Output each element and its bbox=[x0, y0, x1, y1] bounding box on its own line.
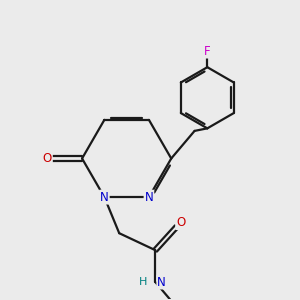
Text: O: O bbox=[43, 152, 52, 165]
Text: O: O bbox=[176, 216, 185, 229]
Text: N: N bbox=[100, 190, 109, 204]
Text: N: N bbox=[145, 190, 153, 204]
Text: H: H bbox=[139, 277, 148, 287]
Text: N: N bbox=[157, 275, 166, 289]
Text: F: F bbox=[204, 45, 211, 58]
